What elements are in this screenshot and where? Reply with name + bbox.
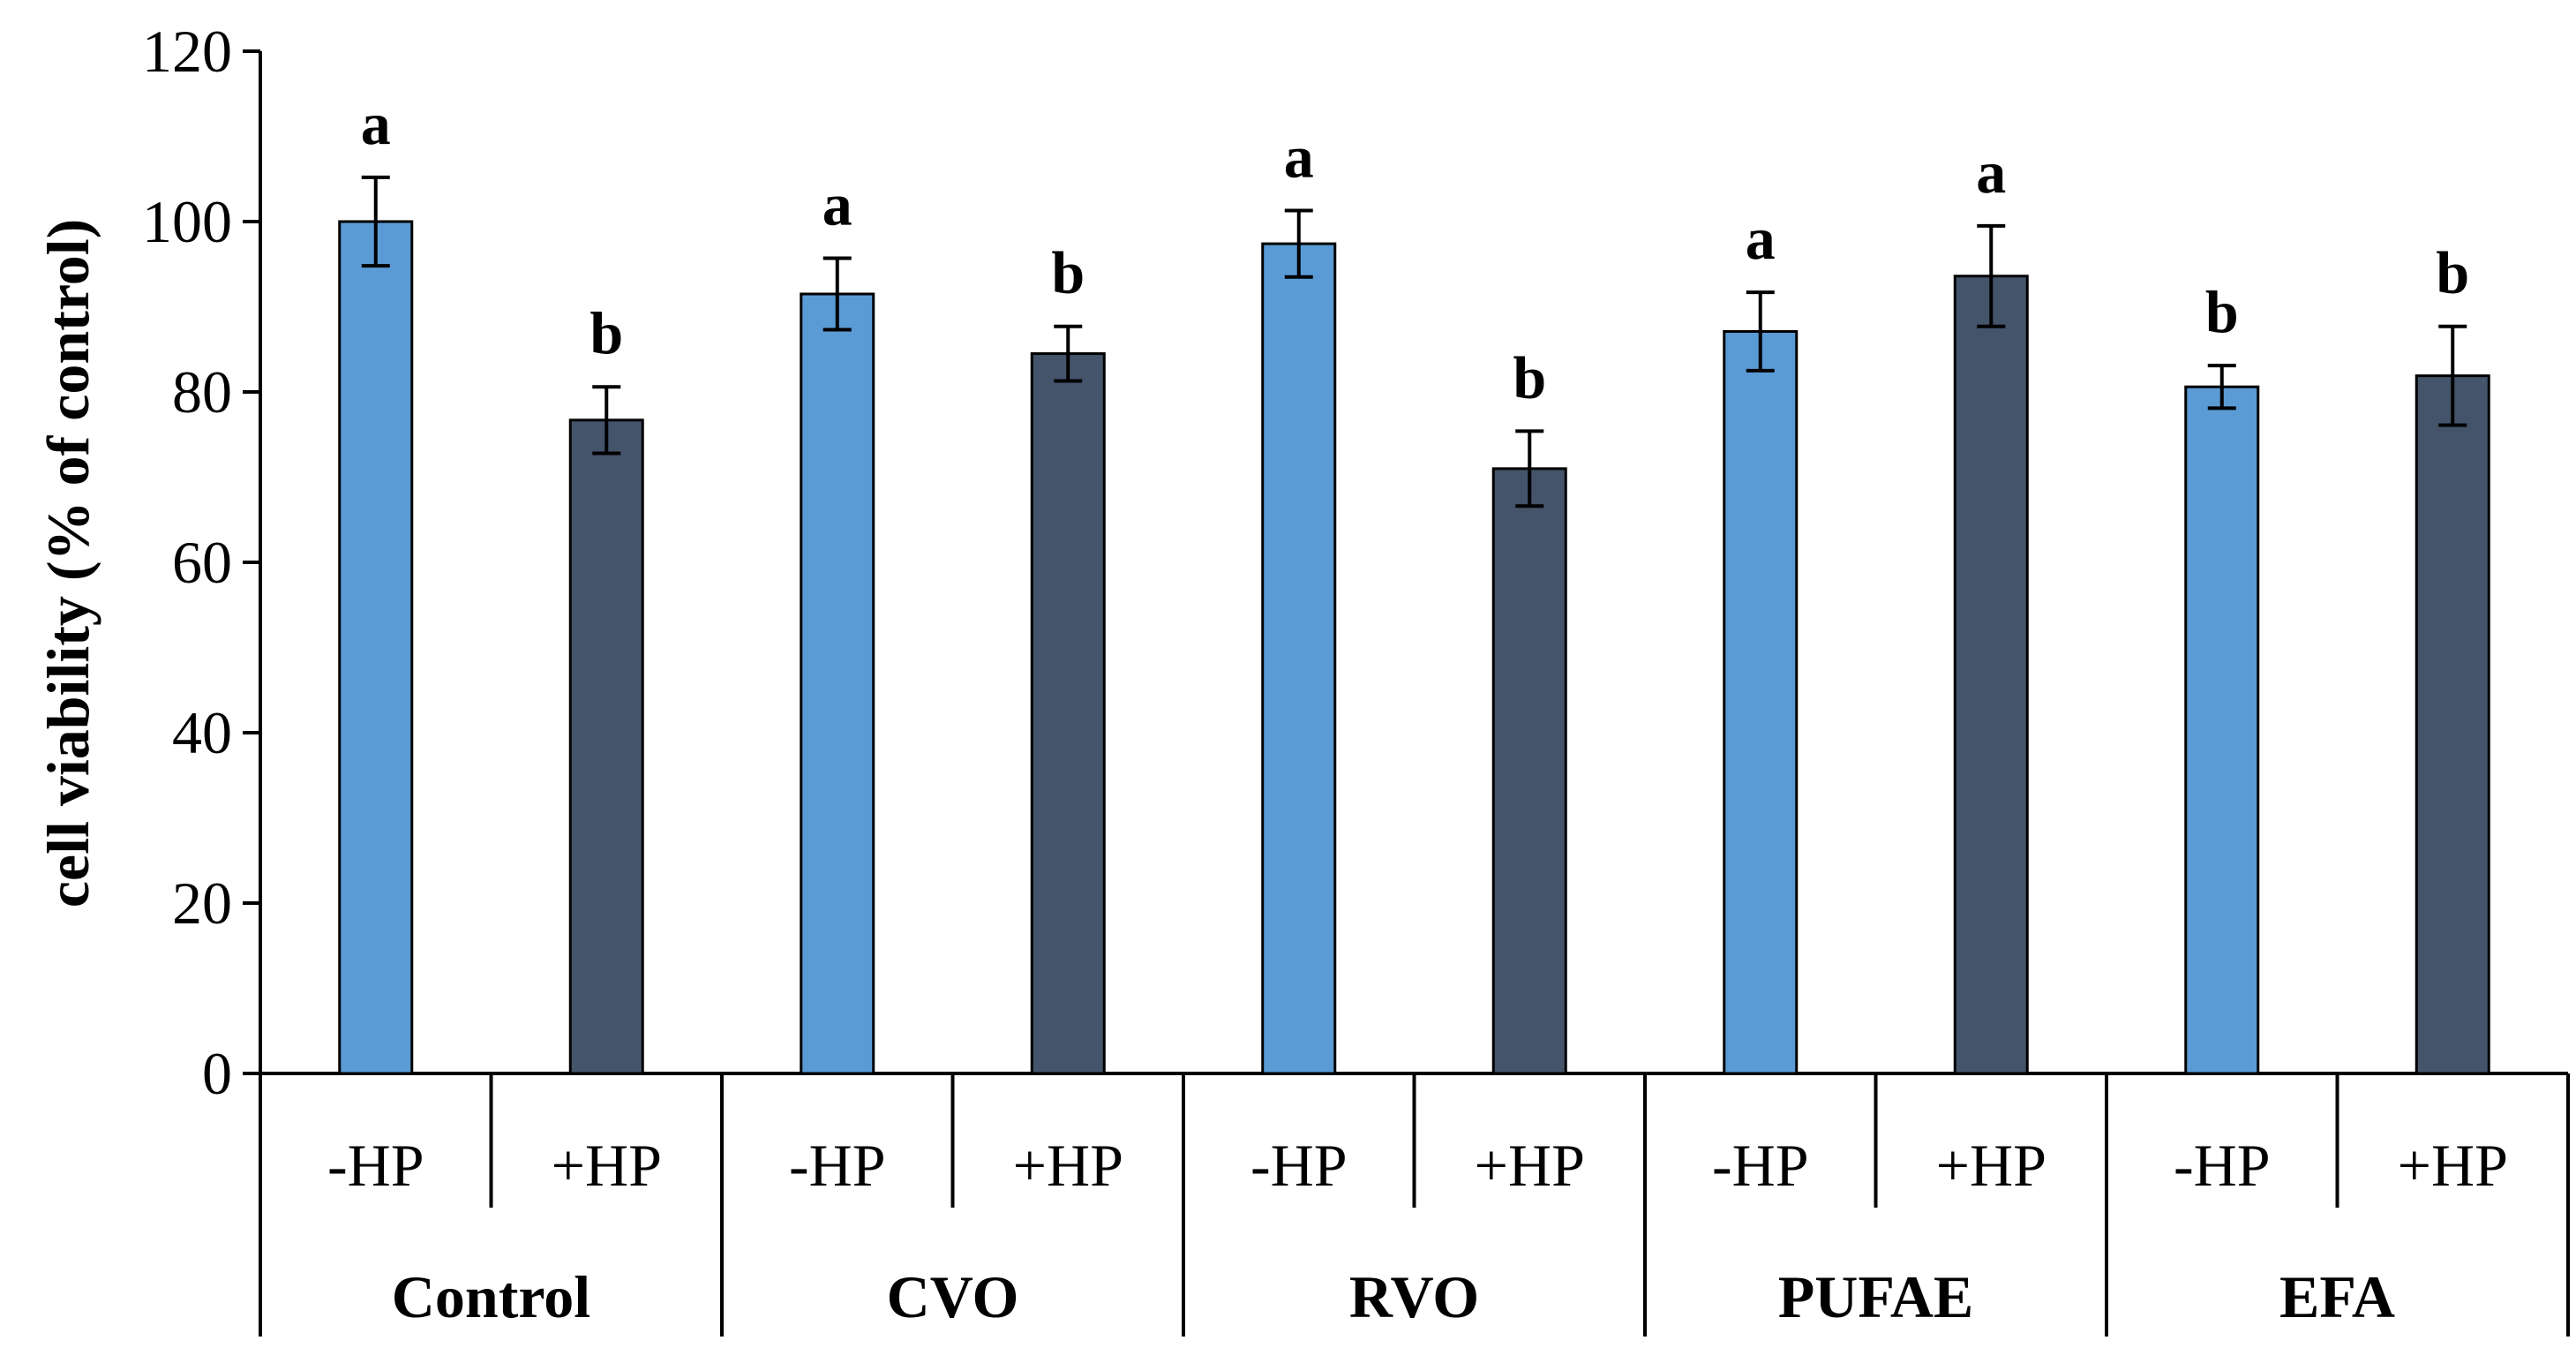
significance-letter: a xyxy=(361,90,391,157)
category-label: +HP xyxy=(1475,1132,1585,1199)
bar xyxy=(1953,275,2029,1075)
category-label: +HP xyxy=(1013,1132,1123,1199)
significance-letter: b xyxy=(2205,278,2239,345)
category-label: +HP xyxy=(1936,1132,2047,1199)
significance-letter: a xyxy=(1746,205,1776,272)
y-axis-title: cell viability (% of control) xyxy=(34,219,101,908)
significance-letter: a xyxy=(1284,123,1314,190)
y-tick-label: 100 xyxy=(142,188,232,255)
category-label: -HP xyxy=(2174,1132,2271,1199)
y-tick-label: 60 xyxy=(172,529,232,596)
bar xyxy=(800,292,875,1075)
category-label: -HP xyxy=(327,1132,424,1199)
category-label: +HP xyxy=(552,1132,662,1199)
bar xyxy=(338,220,414,1075)
significance-letter: b xyxy=(1513,343,1546,410)
plot-area: 0 20 40 60 80 100 120 a -HP b +HP a -HP b +HP a -HP b +HP a… xyxy=(142,18,2570,1337)
bar xyxy=(2184,385,2260,1075)
category-label: -HP xyxy=(789,1132,886,1199)
bar xyxy=(568,418,644,1075)
y-tick-label: 120 xyxy=(142,18,232,85)
bar xyxy=(2415,374,2490,1075)
category-label: +HP xyxy=(2398,1132,2508,1199)
group-label: PUFAE xyxy=(1778,1263,1974,1330)
y-tick-label: 0 xyxy=(202,1040,232,1107)
category-label: -HP xyxy=(1250,1132,1348,1199)
category-label: -HP xyxy=(1712,1132,1809,1199)
bar xyxy=(1723,329,1799,1075)
y-tick-label: 20 xyxy=(172,870,232,937)
significance-letter: b xyxy=(1051,239,1085,306)
significance-letter: b xyxy=(2436,239,2469,306)
significance-letter: a xyxy=(1976,139,2006,206)
significance-letter: b xyxy=(590,299,623,366)
bar xyxy=(1030,352,1106,1075)
bar xyxy=(1261,242,1337,1075)
y-tick-label: 40 xyxy=(172,699,232,766)
group-label: Control xyxy=(392,1263,590,1330)
group-label: CVO xyxy=(887,1263,1019,1330)
y-tick-label: 80 xyxy=(172,358,232,425)
group-label: RVO xyxy=(1349,1263,1479,1330)
group-label: EFA xyxy=(2279,1263,2395,1330)
significance-letter: a xyxy=(822,170,852,237)
bar xyxy=(1491,467,1567,1075)
